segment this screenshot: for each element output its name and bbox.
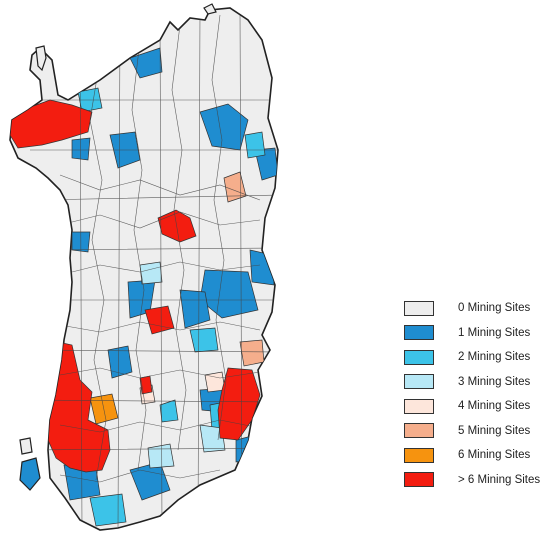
region-over-6-sites [144,305,175,335]
region-over-6-sites [157,209,197,243]
island-sant-antioco [19,457,41,491]
legend-swatch-2 [404,349,434,365]
region-2-sites [244,131,266,159]
legend-item: 5 Mining Sites [404,419,550,444]
region-1-site [179,289,211,329]
legend-swatch-1 [404,325,434,341]
legend-label: 3 Mining Sites [458,375,531,388]
legend: 0 Mining Sites 1 Mining Sites 2 Mining S… [404,296,550,492]
legend-swatch-6 [404,447,434,463]
region-1-site [107,345,133,379]
legend-item: 1 Mining Sites [404,321,550,346]
legend-label: 2 Mining Sites [458,351,531,364]
legend-item: > 6 Mining Sites [404,468,550,493]
legend-label: 4 Mining Sites [458,400,531,413]
island-maddalena [203,3,217,15]
legend-item: 6 Mining Sites [404,443,550,468]
region-1-site [249,249,275,286]
legend-label: 0 Mining Sites [458,302,531,315]
legend-swatch-0 [404,300,434,316]
legend-swatch-5 [404,423,434,439]
legend-label: 6 Mining Sites [458,449,531,462]
region-5-sites [239,339,265,367]
region-3-sites [147,443,175,469]
legend-item: 0 Mining Sites [404,296,550,321]
region-3-sites [139,261,163,285]
legend-swatch-7 [404,472,434,488]
region-3-sites [199,424,226,453]
legend-item: 2 Mining Sites [404,345,550,370]
island-asinara [35,45,47,72]
legend-item: 4 Mining Sites [404,394,550,419]
municipality-borders [29,9,278,530]
region-1-site [199,103,249,151]
legend-swatch-3 [404,374,434,390]
sardinia-map [9,3,279,531]
region-1-site [71,137,91,161]
region-2-sites [89,493,127,527]
region-2-sites [189,327,219,353]
region-over-6-sites [10,99,93,149]
legend-item: 3 Mining Sites [404,370,550,395]
island-san-pietro [19,437,33,455]
legend-label: 1 Mining Sites [458,326,531,339]
legend-swatch-4 [404,398,434,414]
legend-label: 5 Mining Sites [458,424,531,437]
legend-label: > 6 Mining Sites [458,473,541,486]
